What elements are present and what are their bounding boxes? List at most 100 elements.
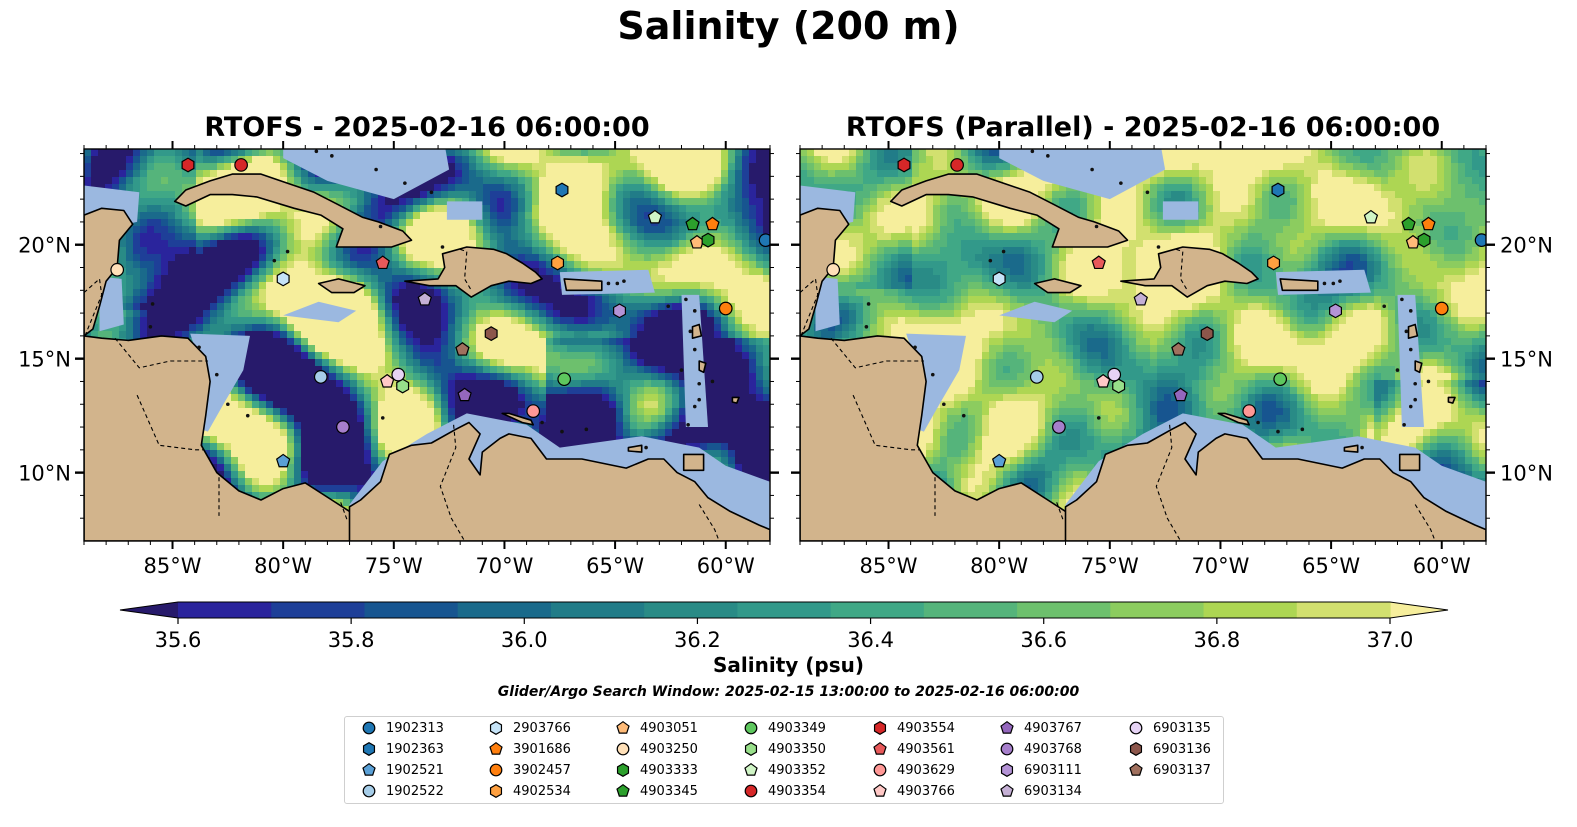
legend-marker-pentagon xyxy=(616,783,630,797)
figure-title: Salinity (200 m) xyxy=(617,4,960,48)
float-marker-4902534 xyxy=(551,255,565,271)
islet xyxy=(226,402,230,407)
land-trinidad xyxy=(1398,453,1421,472)
country-border xyxy=(852,394,920,451)
float-marker-1902363 xyxy=(555,182,569,198)
legend-label: 4903349 xyxy=(768,720,826,736)
legend-label: 1902521 xyxy=(386,762,444,778)
legend-symbol xyxy=(362,742,376,756)
lon-tick-label: 75°W xyxy=(1081,554,1139,578)
islet xyxy=(150,302,155,306)
lon-tick-label: 60°W xyxy=(1413,554,1471,578)
legend-symbol xyxy=(873,721,887,735)
float-marker-4903767 xyxy=(1173,387,1188,402)
legend-item: 1902313 xyxy=(361,718,444,738)
country-border xyxy=(698,504,720,541)
islet xyxy=(560,429,564,434)
islet xyxy=(615,281,620,286)
islet xyxy=(1402,422,1406,427)
legend-marker-pentagon xyxy=(744,762,758,776)
land-cuba xyxy=(889,173,1129,248)
shelf-antilles-bank xyxy=(1397,294,1424,427)
country-border xyxy=(1155,424,1182,541)
legend-marker-pentagon xyxy=(1000,720,1014,734)
legend-symbol xyxy=(489,763,503,777)
colorbar-swatch xyxy=(457,602,552,618)
float-marker-4903352 xyxy=(647,209,663,224)
country-border xyxy=(1056,502,1064,521)
colorbar-swatch xyxy=(644,602,738,618)
legend-label: 4903629 xyxy=(897,762,955,778)
legend-label: 4903766 xyxy=(897,783,955,799)
float-marker-4903349 xyxy=(557,372,572,387)
colorbar-tick-label: 36.8 xyxy=(1193,628,1240,652)
lon-tick-label: 70°W xyxy=(1191,554,1249,578)
islet xyxy=(378,224,383,229)
legend-symbol xyxy=(1129,742,1143,756)
legend-marker-pentagon xyxy=(362,762,376,776)
legend-item: 4903352 xyxy=(743,760,826,780)
lon-tick-label: 85°W xyxy=(144,554,202,578)
map-frame xyxy=(799,148,1487,542)
legend-item: 1902363 xyxy=(361,739,444,759)
legend-label: 4903350 xyxy=(768,741,826,757)
islet xyxy=(1408,347,1413,352)
float-marker-6903135 xyxy=(391,367,406,382)
islet xyxy=(314,149,319,154)
legend-symbol xyxy=(744,742,758,756)
legend-symbol xyxy=(1000,783,1014,797)
legend-marker-circle xyxy=(1000,742,1014,756)
lat-tick-label-right: 15°N xyxy=(1500,348,1553,372)
land-martinique xyxy=(1414,360,1423,374)
legend-marker-hexagon xyxy=(489,721,503,735)
islet xyxy=(1331,281,1336,286)
shelf-bahamas xyxy=(999,149,1166,200)
shelf-belize xyxy=(99,276,124,332)
float-marker-4903561 xyxy=(375,255,390,270)
land-lesser-antilles xyxy=(691,323,703,340)
islet xyxy=(1046,154,1050,158)
colorbar-tick-label: 35.6 xyxy=(155,628,202,652)
legend-item: 6903136 xyxy=(1128,739,1211,759)
islet xyxy=(622,279,626,283)
islet xyxy=(1395,368,1400,372)
islet xyxy=(644,445,648,450)
country-border xyxy=(1176,248,1188,291)
islet xyxy=(1404,329,1409,334)
land-jamaica xyxy=(317,278,366,294)
islet xyxy=(1338,279,1342,283)
legend-marker-hexagon xyxy=(873,721,887,735)
land-lesser-antilles xyxy=(1407,323,1419,340)
legend-marker-hexagon xyxy=(362,742,376,756)
float-marker-4903354 xyxy=(234,158,248,172)
islet xyxy=(1300,427,1305,432)
islet xyxy=(1426,379,1431,384)
float-marker-4902534 xyxy=(1267,255,1281,271)
land-hispaniola xyxy=(1120,246,1259,298)
islet xyxy=(697,397,701,402)
float-marker-1902522 xyxy=(313,370,328,384)
legend-symbol xyxy=(362,721,376,735)
panel-title-rtofs: RTOFS - 2025-02-16 06:00:00 xyxy=(204,112,650,143)
country-border xyxy=(1414,504,1436,541)
legend-marker-hexagon xyxy=(616,763,630,777)
map-panel-rtofs: 85°W 80°W 75°W 70°W 65°W 60°W 10°N 15°N 20°N xyxy=(18,141,779,578)
float-marker-4903768 xyxy=(336,420,350,434)
float-marker-4903333 xyxy=(1417,232,1431,248)
float-marker-4903561 xyxy=(1091,255,1106,270)
lat-tick-label-left: 10°N xyxy=(18,462,71,486)
float-marker-1902521 xyxy=(991,453,1007,468)
legend-item: 4903768 xyxy=(999,739,1082,759)
legend-label: 6903136 xyxy=(1153,741,1211,757)
colorbar-swatch xyxy=(1203,602,1298,618)
legend-label: 4903767 xyxy=(1024,720,1082,736)
legend-item: 4903345 xyxy=(615,781,698,801)
islet xyxy=(864,324,869,329)
float-marker-4903345 xyxy=(1401,216,1416,231)
land-aruba-curacao xyxy=(1217,412,1250,426)
legend-label: 6903137 xyxy=(1153,762,1211,778)
float-marker-1902363 xyxy=(1271,182,1285,198)
country-border xyxy=(800,277,819,339)
float-marker-6903111 xyxy=(613,303,627,319)
legend-item: 4903554 xyxy=(872,718,955,738)
